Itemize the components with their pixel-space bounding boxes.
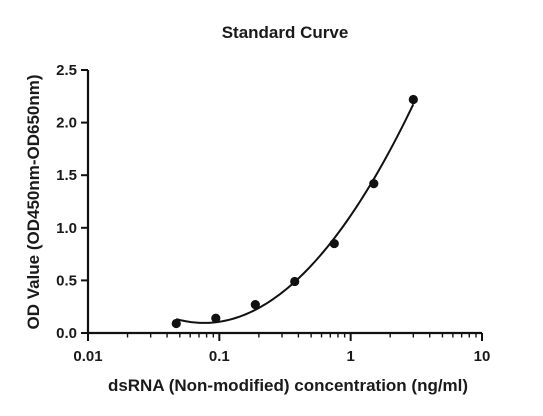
y-tick-label: 2.0 [56,115,77,132]
x-tick-label: 10 [474,348,491,365]
data-point [329,238,339,249]
x-tick-label: 0.1 [209,348,230,365]
fit-curve [176,103,415,324]
axis-ticks [81,69,483,341]
y-tick-label: 0.5 [56,272,77,289]
data-points [171,94,418,329]
data-point [408,94,418,105]
data-point [171,318,181,329]
y-tick-label: 0.0 [56,325,77,342]
y-tick-label: 1.0 [56,220,77,237]
data-point [369,179,379,189]
data-point [250,299,260,310]
x-tick-label: 1 [346,348,354,365]
data-point [211,313,221,323]
chart-title: Standard Curve [222,23,349,42]
y-tick-label: 2.5 [56,62,77,79]
axes [86,70,482,335]
y-tick-label: 1.5 [56,167,77,184]
x-axis-label: dsRNA (Non-modified) concentration (ng/m… [108,376,468,395]
x-tick-label: 0.01 [73,348,102,365]
data-point [290,276,300,287]
axis-tick-labels: 0.0 0.5 1.0 1.5 2.0 2.5 0.01 0.1 1 10 [56,62,490,365]
y-axis-label: OD Value (OD450nm-OD650nm) [24,74,43,329]
